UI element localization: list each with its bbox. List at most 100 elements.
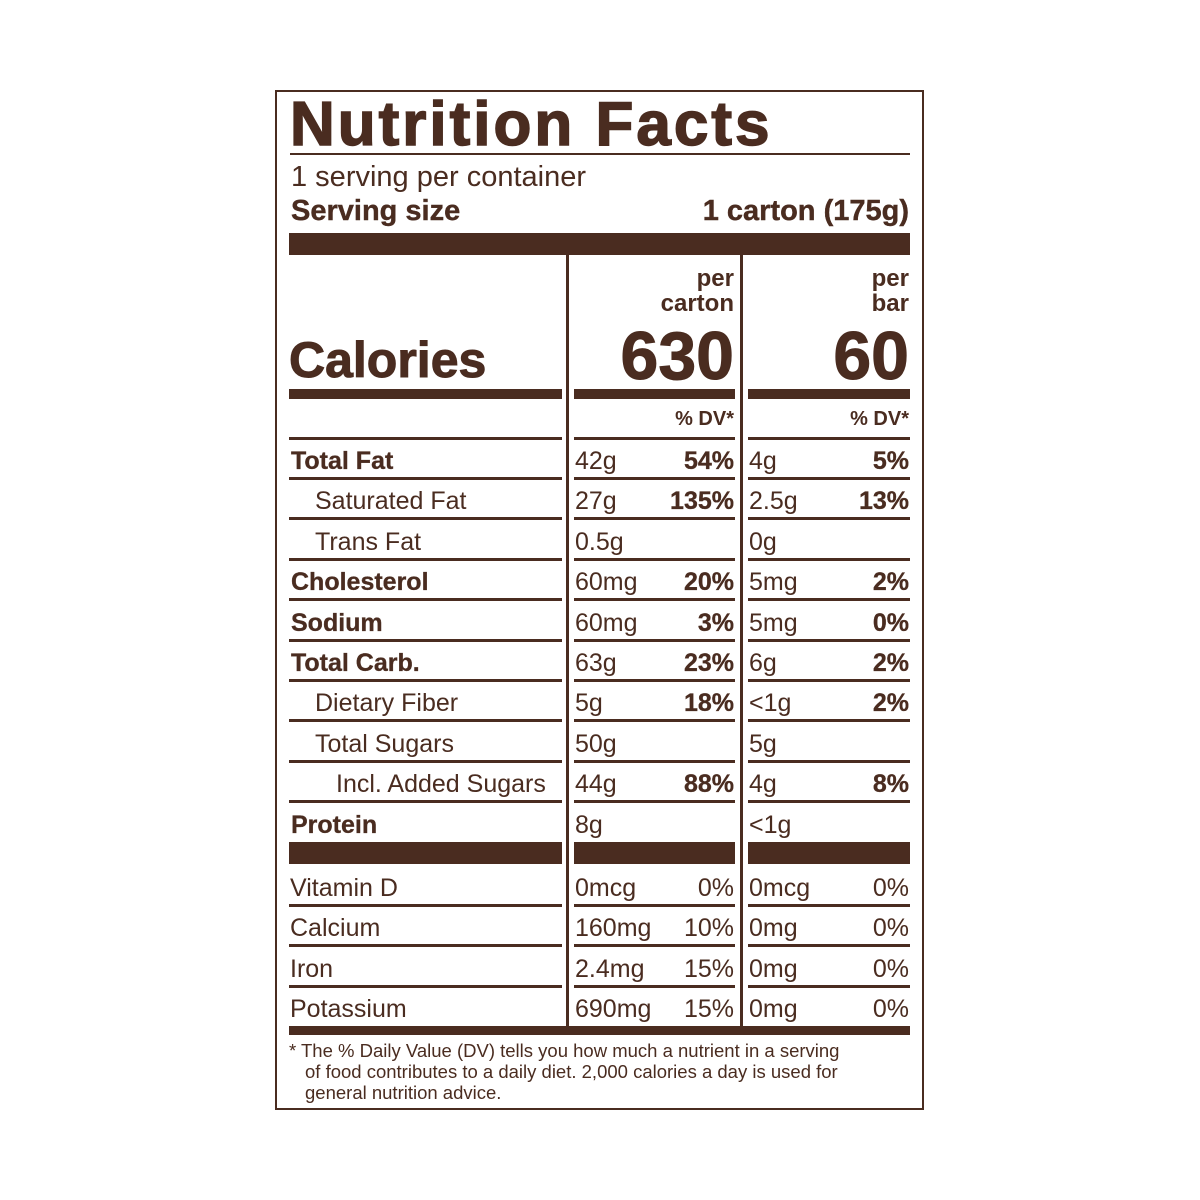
label-title: Nutrition Facts: [289, 90, 773, 159]
bar-dv: 5%: [872, 447, 909, 475]
thick-rule-vitamins-carton: [574, 842, 735, 864]
dv-header-carton: % DV*: [675, 408, 734, 430]
nutrient-label: Dietary Fiber: [315, 689, 459, 718]
row-rule: [748, 679, 910, 682]
carton-amount: 0mcg: [575, 874, 637, 902]
thick-rule-bottom: [289, 1026, 910, 1035]
carton-dv: 15%: [683, 954, 734, 983]
bar-dv: 8%: [872, 770, 909, 799]
dv-header-bar: % DV*: [850, 408, 909, 430]
row-rule: [574, 638, 735, 642]
carton-dv: 0%: [697, 874, 734, 902]
carton-amount: 50g: [575, 729, 617, 758]
carton-column-header: per carton: [660, 265, 734, 317]
vitamin-label: Vitamin D: [290, 874, 398, 902]
carton-dv: 3%: [697, 608, 734, 637]
row-rule: [574, 759, 735, 763]
calories-rule-carton: [574, 389, 735, 399]
calories-rule-bar: [748, 389, 910, 399]
row-rule: [574, 557, 735, 561]
footnote-line: of food contributes to a daily diet. 2,0…: [305, 1061, 838, 1082]
bar-dv: 2%: [872, 649, 909, 677]
calories-label: Calories: [288, 332, 487, 389]
nutrient-label: Sodium: [291, 608, 383, 637]
footnote-line: * The % Daily Value (DV) tells you how m…: [289, 1040, 840, 1061]
row-rule: [748, 719, 910, 723]
row-rule: [574, 904, 735, 907]
thick-rule-top: [289, 233, 910, 255]
carton-dv: 15%: [683, 994, 734, 1023]
row-rule: [289, 719, 562, 723]
row-rule: [289, 679, 562, 682]
row-rule: [289, 437, 562, 440]
row-rule: [748, 638, 910, 642]
bar-dv: 13%: [858, 487, 909, 516]
carton-amount: 0.5g: [575, 527, 624, 556]
vitamin-label: Iron: [290, 954, 334, 983]
vitamin-label: Potassium: [290, 994, 407, 1023]
row-rule: [574, 437, 735, 440]
row-rule: [748, 598, 910, 602]
footnote: * The % Daily Value (DV) tells you how m…: [289, 1040, 914, 1103]
bar-amount: 0mcg: [749, 874, 811, 902]
row-rule: [289, 557, 562, 561]
bar-amount: 0mg: [749, 994, 798, 1023]
vitamin-label: Calcium: [290, 914, 381, 943]
row-rule: [289, 944, 562, 948]
calories-rule-label: [289, 389, 562, 399]
bar-amount: 0mg: [749, 914, 798, 943]
carton-amount: 2.4mg: [575, 954, 645, 983]
row-rule: [748, 557, 910, 561]
carton-amount: 44g: [575, 770, 617, 799]
carton-dv: 135%: [670, 487, 734, 516]
bar-amount: 6g: [749, 649, 777, 677]
carton-amount: 160mg: [575, 914, 652, 943]
bar-amount: 4g: [749, 447, 777, 475]
row-rule: [574, 800, 735, 804]
bar-dv: 0%: [872, 954, 909, 983]
servings-per-container: 1 serving per container: [291, 161, 586, 193]
bar-amount: 5g: [749, 729, 777, 758]
bar-amount: 0mg: [749, 954, 798, 983]
carton-dv: 23%: [683, 649, 734, 677]
bar-dv: 2%: [872, 568, 909, 597]
row-rule: [289, 904, 562, 907]
carton-dv: 54%: [683, 447, 734, 475]
bar-dv: 0%: [872, 994, 909, 1023]
thick-rule-vitamins-bar: [748, 842, 910, 864]
nutrient-label: Total Fat: [291, 447, 394, 475]
bar-amount: 2.5g: [749, 487, 798, 516]
nutrient-label: Trans Fat: [315, 527, 422, 556]
row-rule: [574, 477, 735, 480]
bar-amount: <1g: [749, 689, 792, 718]
row-rule: [289, 477, 562, 480]
carton-dv: 10%: [683, 914, 734, 943]
carton-dv: 88%: [683, 770, 734, 799]
carton-dv: 18%: [683, 689, 734, 718]
bar-dv: 0%: [872, 874, 909, 902]
row-rule: [748, 984, 910, 988]
row-rule: [289, 800, 562, 804]
carton-amount: 63g: [575, 649, 617, 677]
carton-dv: 20%: [683, 568, 734, 597]
carton-amount: 42g: [575, 447, 617, 475]
bar-amount: 5mg: [749, 568, 798, 597]
bar-amount: 4g: [749, 770, 777, 799]
bar-column-header: per bar: [871, 265, 909, 317]
carton-amount: 8g: [575, 810, 603, 839]
row-rule: [289, 759, 562, 763]
nutrient-label: Total Carb.: [291, 649, 420, 677]
carton-amount: 60mg: [575, 568, 638, 597]
row-rule: [748, 517, 910, 521]
carton-amount: 60mg: [575, 608, 638, 637]
row-rule: [289, 517, 562, 521]
carton-amount: 27g: [575, 487, 617, 516]
serving-size-value: 1 carton (175g): [702, 195, 910, 227]
row-rule: [289, 598, 562, 602]
bar-dv: 0%: [872, 608, 909, 637]
calories-per-carton: 630: [620, 318, 734, 394]
nutrient-label: Total Sugars: [315, 729, 454, 758]
row-rule: [289, 984, 562, 988]
bar-dv: 2%: [872, 689, 909, 718]
row-rule: [574, 517, 735, 521]
